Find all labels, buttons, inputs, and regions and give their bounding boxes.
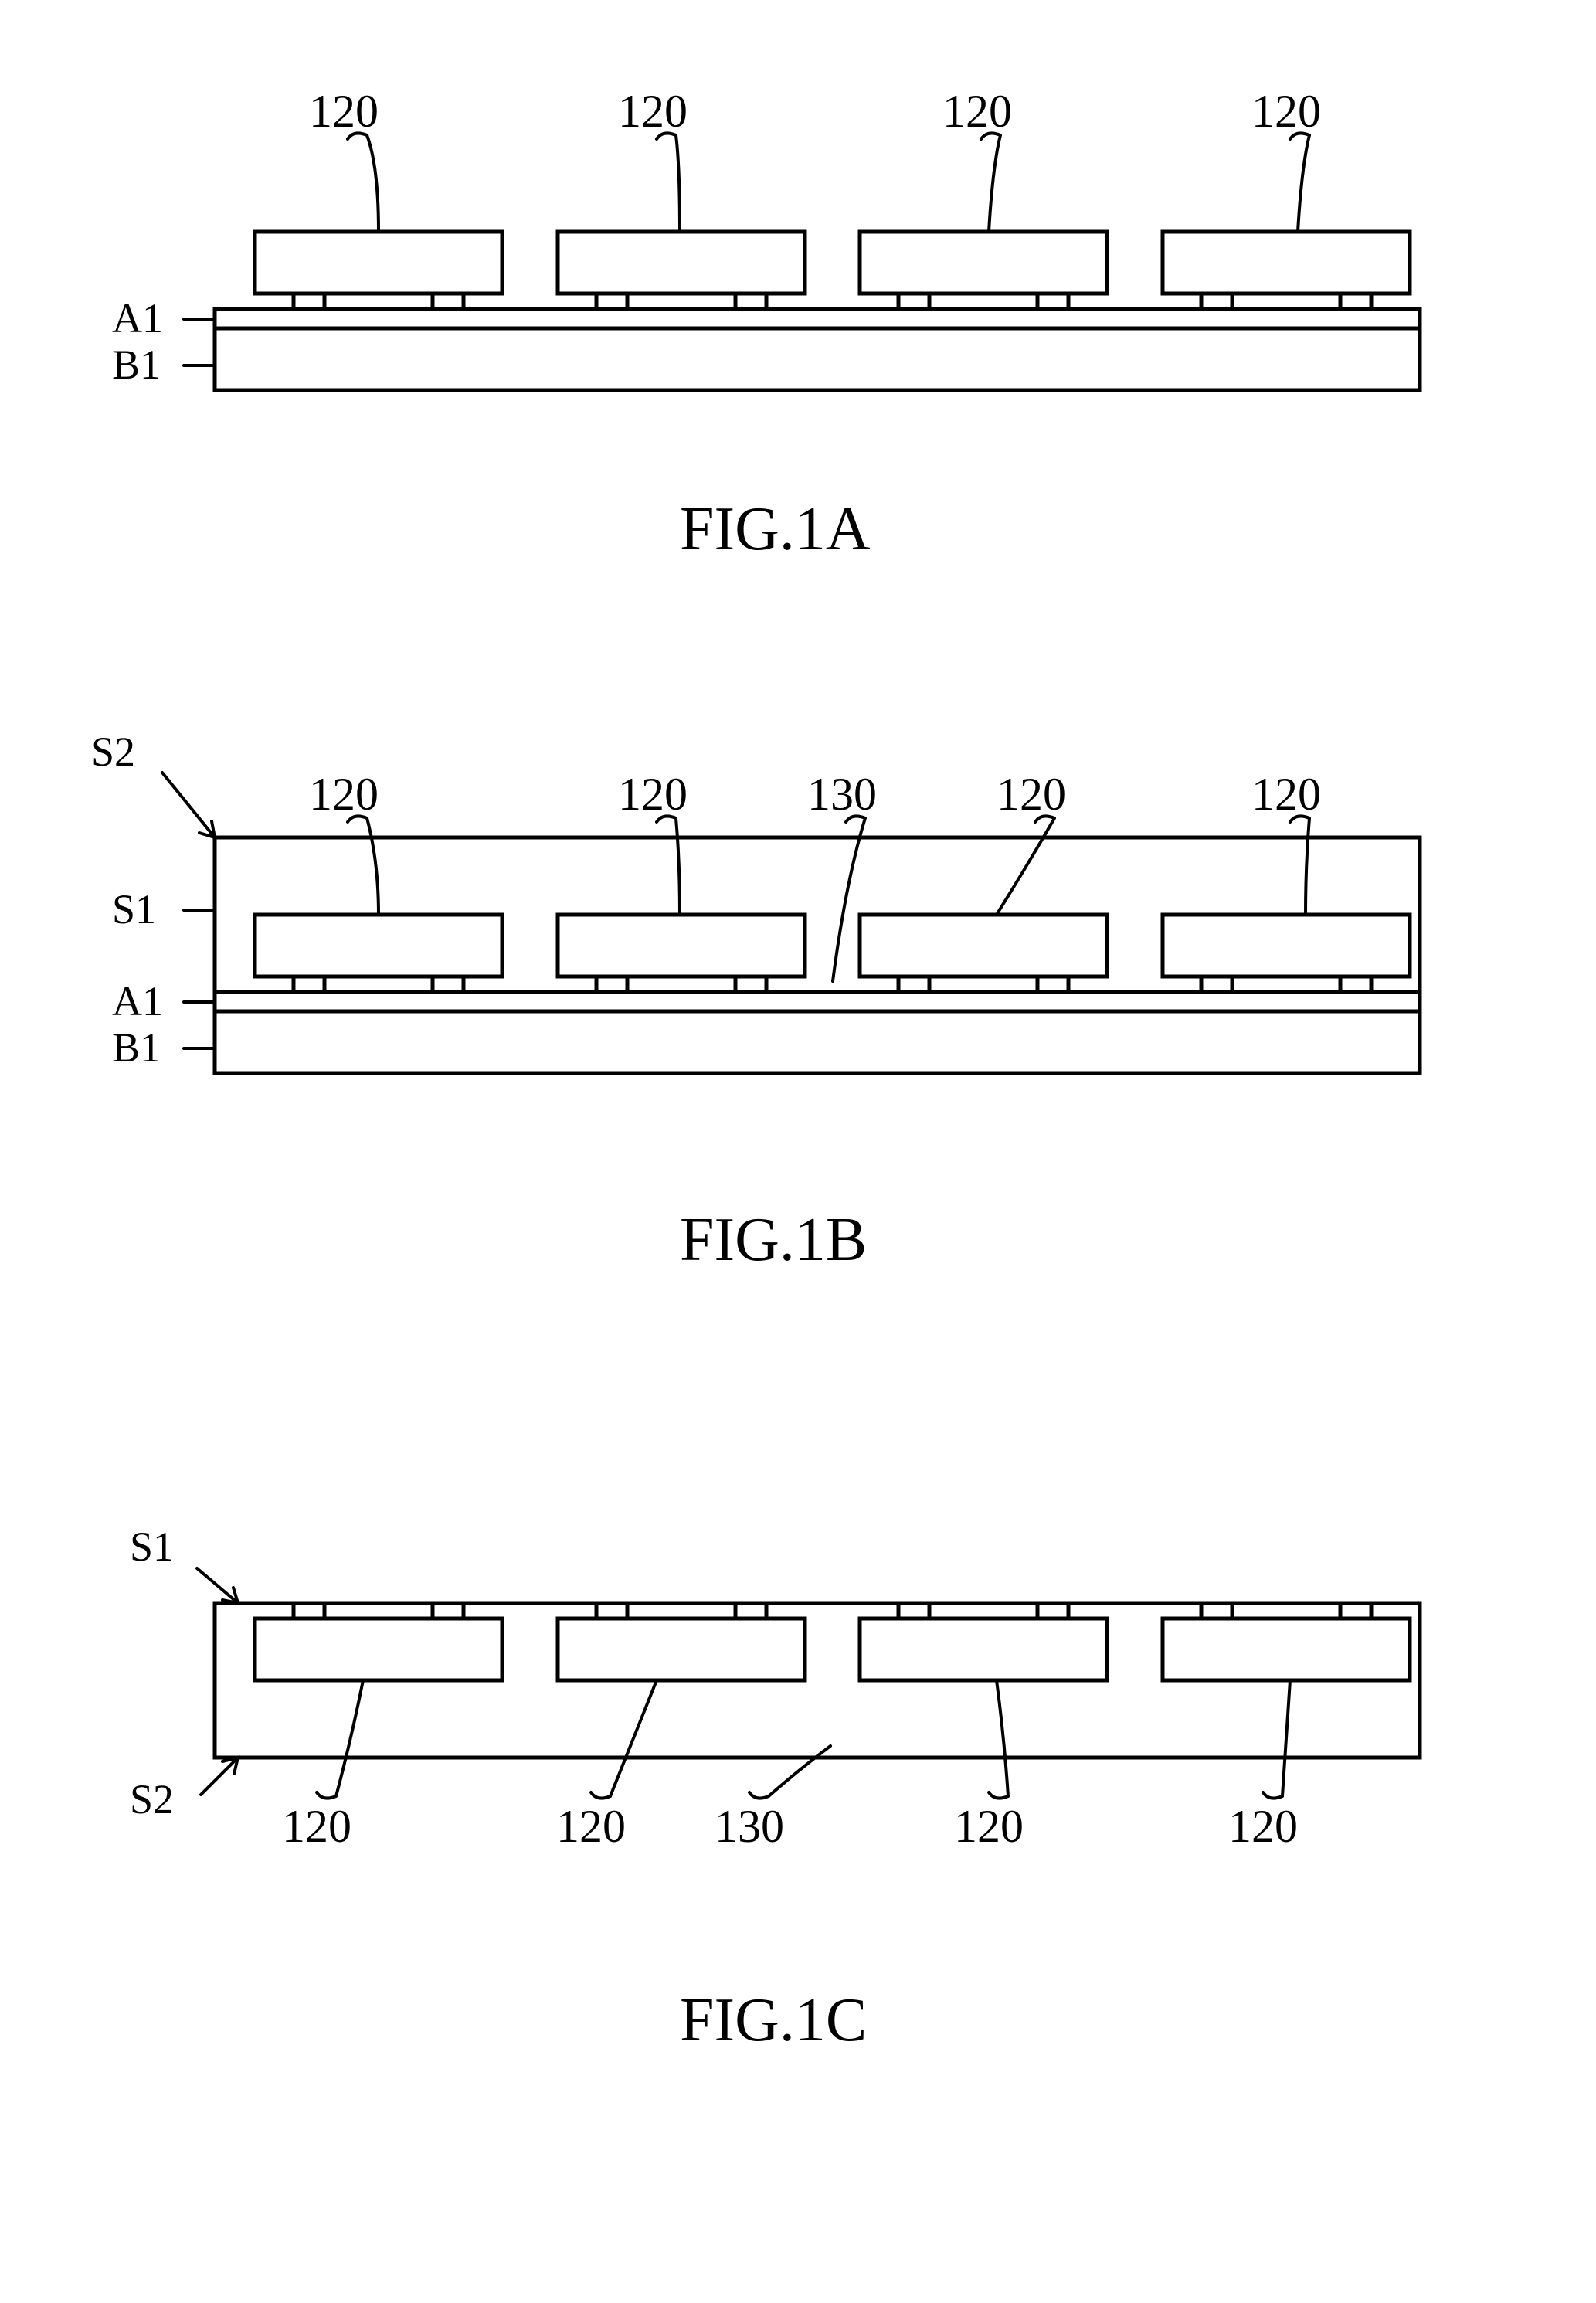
fig-1a [184,133,1420,390]
label-a1: A1 [112,294,163,342]
caption-1c: FIG.1C [680,1985,867,2056]
ref-120-c1: 120 [282,1800,351,1853]
ref-120-b3: 120 [997,768,1066,821]
ref-120-b2: 120 [618,768,688,821]
ref-120-c2: 120 [556,1800,626,1853]
ref-120-b1: 120 [309,768,379,821]
ref-120-a4: 120 [1251,85,1321,138]
label-b1: B1 [112,341,161,389]
label-s1-c: S1 [130,1523,174,1571]
figure-canvas [0,0,1596,2303]
label-s1-b: S1 [112,885,156,933]
label-a1-b: A1 [112,977,163,1025]
ref-120-c4: 120 [1228,1800,1298,1853]
label-s2-c: S2 [130,1775,174,1823]
caption-1a: FIG.1A [680,494,871,565]
ref-120-a2: 120 [618,85,688,138]
ref-120-b4: 120 [1251,768,1321,821]
label-s2-b: S2 [91,728,135,776]
ref-120-a1: 120 [309,85,379,138]
label-b1-b: B1 [112,1024,161,1072]
ref-120-a3: 120 [942,85,1012,138]
caption-1b: FIG.1B [680,1205,867,1275]
ref-130-c: 130 [715,1800,784,1853]
fig-1c [197,1568,1420,1799]
ref-130-b: 130 [807,768,877,821]
ref-120-c3: 120 [954,1800,1024,1853]
